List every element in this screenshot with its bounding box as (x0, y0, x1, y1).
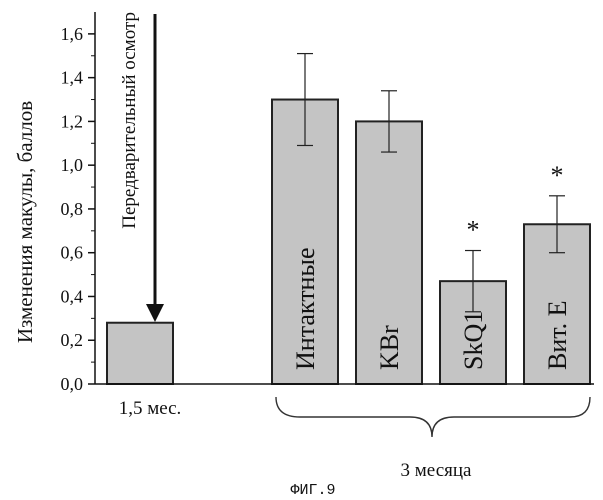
bar-label: Вит. Е (543, 300, 572, 370)
y-axis-ticks: 0,0 0,2 0,4 0,6 0,8 1,0 1,2 1,4 1,6 (61, 24, 95, 394)
error-bar (549, 195, 565, 254)
significance-marker: * (551, 161, 564, 190)
y-tick-label: 1,4 (61, 68, 84, 88)
significance-marker: * (467, 216, 480, 245)
bar-label: KBr (375, 325, 404, 370)
bar-label: Интактные (291, 248, 320, 370)
error-bar (465, 249, 481, 313)
y-tick-label: 0,4 (61, 286, 84, 306)
group-brace (275, 396, 591, 438)
figure-caption: ФИГ.9 (290, 482, 335, 499)
y-tick-label: 0,6 (61, 243, 84, 263)
y-tick-label: 0,0 (61, 374, 84, 394)
y-tick-label: 1,0 (61, 155, 84, 175)
error-bar (381, 90, 397, 153)
bar-label: SkQ1 (459, 311, 488, 370)
bar (106, 321, 174, 385)
y-tick-label: 1,2 (61, 111, 84, 131)
y-tick-label: 0,2 (61, 330, 84, 350)
y-axis-label: Изменения макулы, баллов (13, 101, 37, 343)
bar (271, 98, 339, 385)
bar (355, 120, 423, 385)
y-tick-label: 1,6 (61, 24, 84, 44)
error-bar (297, 52, 313, 147)
pre-examination-annotation: Передварительный осмотр (119, 12, 140, 229)
group-label-1-5-months: 1,5 мес. (119, 398, 182, 419)
group-label-3-months: 3 месяца (401, 460, 473, 481)
y-tick-label: 0,8 (61, 199, 84, 219)
bars: Интактные KBr SkQ1 * Вит. Е * (106, 52, 591, 386)
pre-examination-arrow (146, 14, 164, 322)
